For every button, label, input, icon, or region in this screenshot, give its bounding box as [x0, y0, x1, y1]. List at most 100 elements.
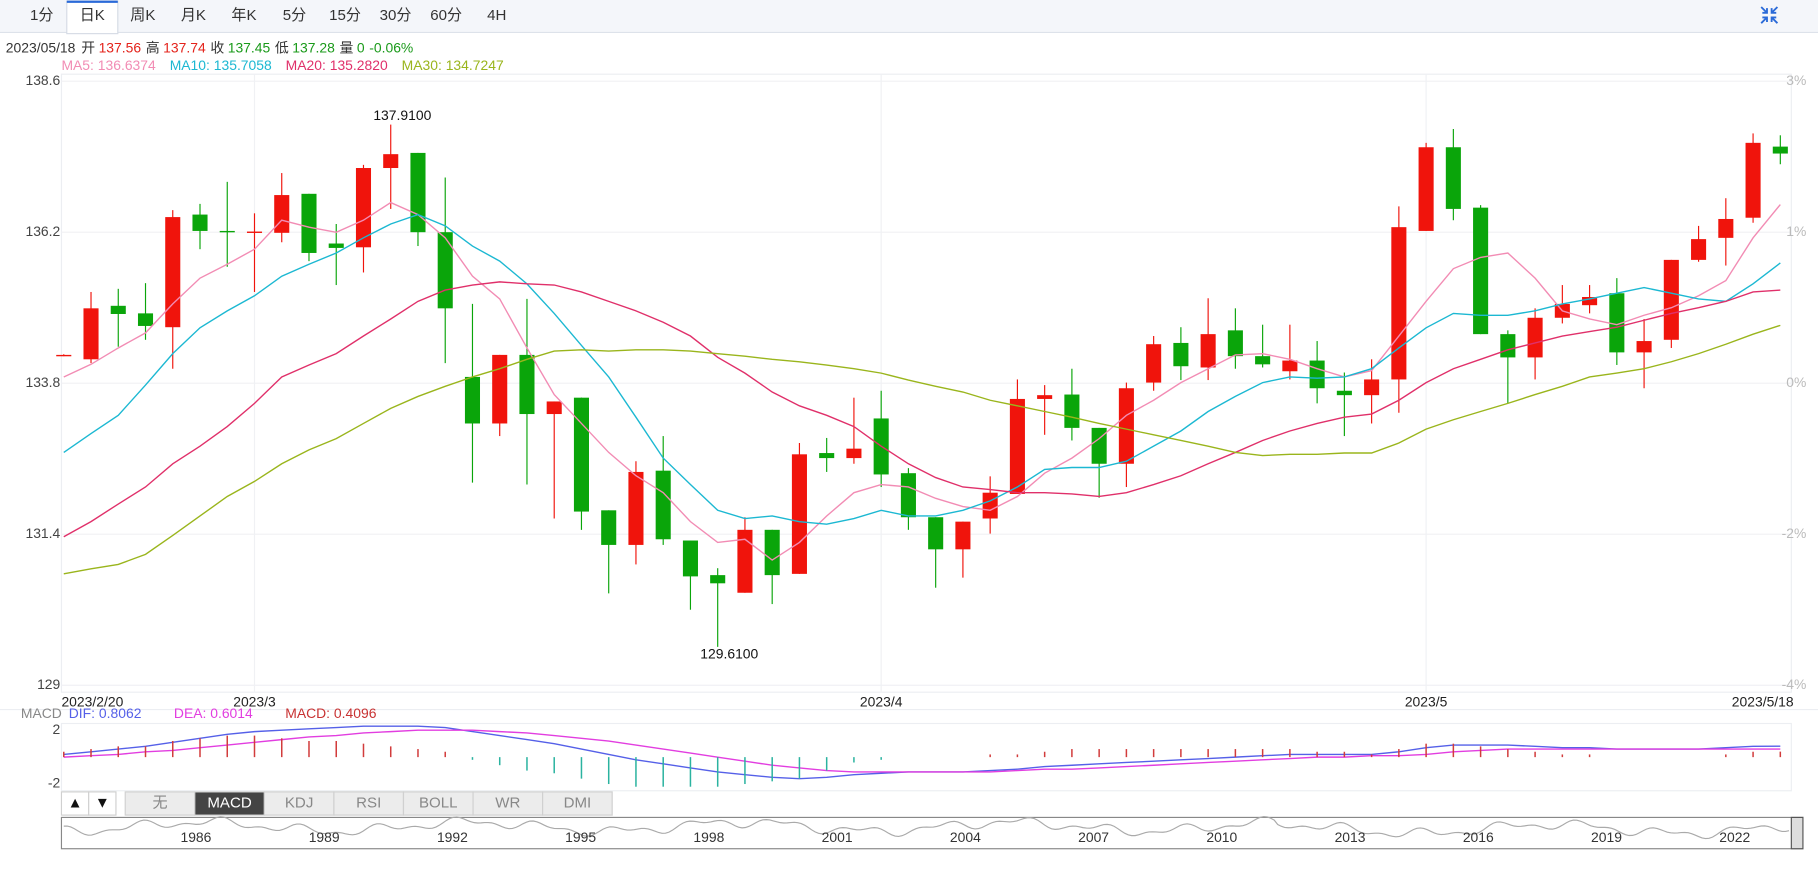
indicator-tab[interactable]: ▲: [68, 794, 83, 811]
candle-body: [1527, 317, 1543, 358]
header-value: 137.28: [292, 39, 335, 55]
candle-body: [110, 305, 126, 314]
tab-bar: [0, 0, 1818, 33]
ma-line: [63, 201, 1781, 561]
annotation: 137.9100: [373, 107, 431, 123]
candle-body: [1064, 394, 1080, 428]
indicator-tab-bg[interactable]: [88, 791, 117, 816]
legend-entry: MA5: 136.6374: [61, 57, 156, 73]
candle-body: [1173, 342, 1189, 367]
indicator-tab[interactable]: MACD: [207, 794, 251, 811]
candle-body: [246, 231, 263, 233]
candle-body: [955, 521, 971, 550]
tab[interactable]: 15分: [329, 7, 361, 24]
annotation: 129.6100: [700, 646, 758, 662]
ma-line: [63, 324, 1781, 575]
candle-body: [819, 453, 835, 459]
navigator-label: 2016: [1463, 829, 1494, 845]
tab[interactable]: 周K: [130, 7, 155, 24]
y2-tick-label: -4%: [1782, 676, 1807, 692]
candle-body: [1227, 330, 1243, 357]
candle-body: [1146, 344, 1162, 383]
candle-body: [219, 230, 235, 233]
ma-line: [63, 281, 1781, 538]
candle-body: [764, 529, 780, 576]
header-value: 137.74: [163, 39, 206, 55]
indicator-tab[interactable]: KDJ: [285, 794, 313, 811]
candle-body: [1391, 227, 1407, 380]
tab[interactable]: 年K: [231, 7, 256, 24]
macd-y-tick-label: 2: [53, 721, 61, 737]
candle-body: [737, 529, 753, 593]
candle-body: [137, 313, 154, 326]
header-label: 量: [339, 39, 353, 55]
candle-body: [1609, 293, 1625, 353]
macd-frame: [60, 722, 1792, 792]
tab[interactable]: 日K: [80, 7, 105, 24]
indicator-tab-bg[interactable]: [542, 791, 613, 816]
y2-tick-label: 3%: [1786, 72, 1806, 88]
indicator-tab[interactable]: ▼: [95, 794, 110, 811]
candle-body: [1772, 146, 1788, 154]
y-tick-label: 129: [37, 676, 60, 692]
candle-body: [655, 470, 671, 540]
candle-body: [165, 217, 181, 328]
collapse-glyph[interactable]: [1760, 6, 1779, 24]
macd-line: [63, 729, 1781, 773]
candle-body: [573, 397, 589, 512]
tab[interactable]: 1分: [30, 7, 53, 24]
candle-body: [1445, 147, 1461, 209]
x-tick-label: 2023/5: [1405, 693, 1448, 709]
candle-body: [1718, 218, 1734, 238]
header-label: 收: [210, 39, 224, 55]
y-tick-label: 138.6: [25, 72, 60, 88]
candle-body: [437, 232, 453, 309]
indicator-tab[interactable]: RSI: [356, 794, 381, 811]
macd-title: MACD: [21, 705, 62, 721]
candle-body: [410, 152, 426, 233]
collapse-icon[interactable]: [1760, 6, 1779, 24]
x-tick-label: 2023/4: [860, 693, 903, 709]
candle-body: [1009, 398, 1025, 494]
indicator-tab[interactable]: BOLL: [419, 794, 458, 811]
candle-body: [192, 214, 208, 231]
macd-y-tick-label: -2: [48, 775, 61, 791]
navigator-label: 2007: [1078, 829, 1109, 845]
y2-tick-label: -2%: [1782, 525, 1807, 541]
candle-body: [1200, 334, 1216, 368]
candle-body: [682, 540, 698, 577]
indicator-tab[interactable]: WR: [495, 794, 520, 811]
tab[interactable]: 5分: [283, 7, 306, 24]
candle-body: [328, 243, 344, 248]
candle-body: [274, 195, 290, 233]
navigator-label: 2004: [950, 829, 981, 845]
tab[interactable]: 30分: [380, 7, 412, 24]
x-tick-label: 2023/3: [233, 693, 276, 709]
tab[interactable]: 月K: [181, 7, 206, 24]
candle-body: [1091, 427, 1107, 464]
indicator-tab[interactable]: DMI: [564, 794, 592, 811]
candle-body: [1118, 388, 1134, 464]
candle-body: [628, 471, 644, 545]
tab[interactable]: 4H: [487, 7, 506, 24]
navigator-label: 1989: [309, 829, 340, 845]
header-label: 开: [81, 39, 95, 55]
header-value: 0: [357, 39, 365, 55]
tab[interactable]: 60分: [430, 7, 462, 24]
candle-body: [492, 354, 508, 424]
legend-entry: MA30: 134.7247: [402, 57, 504, 73]
indicator-tab[interactable]: 无: [152, 794, 167, 811]
y2-tick-label: 0%: [1786, 374, 1806, 390]
header-change: -0.06%: [369, 39, 413, 55]
candle-body: [791, 454, 807, 574]
navigator-label: 2022: [1719, 829, 1750, 845]
header-label: 低: [275, 39, 289, 55]
candle-body: [1663, 259, 1679, 340]
macd-legend-entry: DEA: 0.6014: [174, 705, 253, 721]
candle-body: [1282, 360, 1298, 372]
ma-line: [63, 213, 1781, 525]
navigator-label: 2013: [1335, 829, 1366, 845]
candle-body: [1037, 395, 1053, 399]
candle-body: [56, 354, 72, 357]
navigator-handle[interactable]: [1790, 816, 1804, 850]
